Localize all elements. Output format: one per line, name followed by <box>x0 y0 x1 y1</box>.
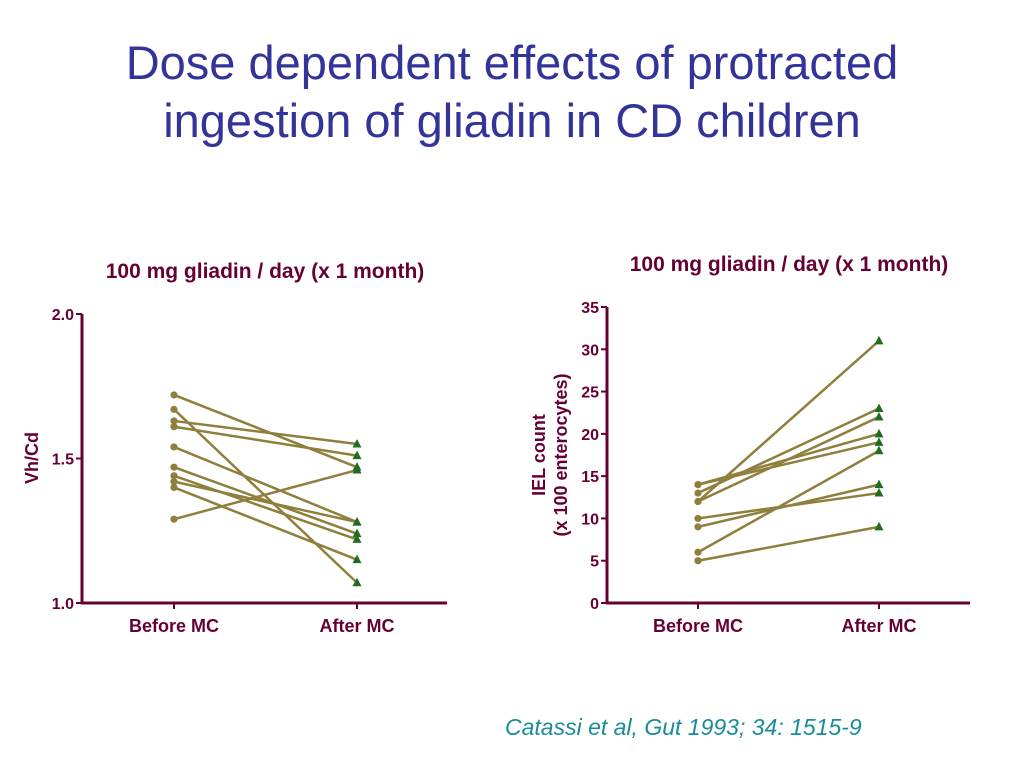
before-point <box>694 497 702 506</box>
subject-line <box>173 465 358 535</box>
y-tick-label: 2.0 <box>52 307 74 324</box>
chart-title: 100 mg gliadin / day (x 1 month) <box>106 260 425 283</box>
after-point <box>352 554 362 564</box>
after-point <box>874 521 884 531</box>
y-tick-label: 10 <box>581 511 599 528</box>
y-tick-label: 35 <box>581 300 599 317</box>
subject-line <box>173 425 358 457</box>
slide-title-line-2: ingestion of gliadin in CD children <box>163 94 861 147</box>
subject-line <box>697 339 880 503</box>
after-point <box>874 428 884 438</box>
y-tick-label: 15 <box>581 469 599 486</box>
subject-line <box>697 407 880 495</box>
after-point <box>874 335 884 345</box>
y-tick-label: 1.0 <box>52 596 74 613</box>
subject-line <box>173 393 358 469</box>
y-tick-label: 0 <box>590 596 599 613</box>
before-point <box>170 483 178 491</box>
before-point <box>694 548 702 556</box>
after-point <box>874 437 884 446</box>
x-category-label: Before MC <box>129 616 219 636</box>
before-point <box>694 514 702 523</box>
before-point <box>170 417 178 425</box>
before-point <box>170 405 178 413</box>
before-point <box>694 489 702 497</box>
subject-line <box>173 468 358 521</box>
subject-line <box>697 415 880 503</box>
after-point <box>352 439 362 448</box>
y-tick-label: 5 <box>590 554 599 571</box>
before-point <box>170 478 178 486</box>
y-tick-label: 20 <box>581 427 599 444</box>
y-axis-label-line: (x 100 enterocytes) <box>551 373 571 536</box>
before-point <box>694 557 702 565</box>
subject-line <box>173 474 358 541</box>
after-point <box>352 450 362 460</box>
before-point <box>170 423 178 431</box>
subject-line <box>697 449 880 554</box>
before-point <box>170 391 178 399</box>
y-tick-label: 30 <box>581 342 599 359</box>
after-point <box>874 403 884 412</box>
chart-title: 100 mg gliadin / day (x 1 month) <box>630 253 949 276</box>
subject-line <box>697 525 880 562</box>
after-point <box>352 534 362 543</box>
x-category-label: Before MC <box>653 616 743 636</box>
before-point <box>170 463 178 471</box>
after-point <box>874 488 884 497</box>
subject-line <box>173 408 358 584</box>
y-tick-label: 25 <box>581 385 599 402</box>
after-point <box>352 577 362 587</box>
after-point <box>874 411 884 421</box>
slide-title-line-1: Dose dependent effects of protracted <box>125 36 899 89</box>
after-point <box>874 445 884 455</box>
before-point <box>170 515 178 523</box>
y-axis-label-line: IEL count <box>529 414 549 496</box>
before-point <box>694 523 702 531</box>
before-point <box>170 472 178 480</box>
subject-line <box>173 445 358 524</box>
y-tick-label: 1.5 <box>52 452 74 469</box>
y-axis-label: Vh/Cd <box>22 432 42 484</box>
after-point <box>874 479 884 489</box>
before-point <box>170 443 178 451</box>
x-category-label: After MC <box>320 616 395 636</box>
subject-line <box>173 419 358 446</box>
subject-line <box>173 486 358 561</box>
subject-line <box>173 480 358 524</box>
citation: Catassi et al, Gut 1993; 34: 1515-9 <box>505 714 862 740</box>
before-point <box>694 481 702 489</box>
after-point <box>352 528 362 538</box>
subject-line <box>697 483 880 529</box>
slide-title: Dose dependent effects of protracted ing… <box>0 34 1024 150</box>
after-point <box>352 517 362 526</box>
subject-line <box>697 441 880 486</box>
x-category-label: After MC <box>842 616 917 636</box>
after-point <box>352 465 362 474</box>
